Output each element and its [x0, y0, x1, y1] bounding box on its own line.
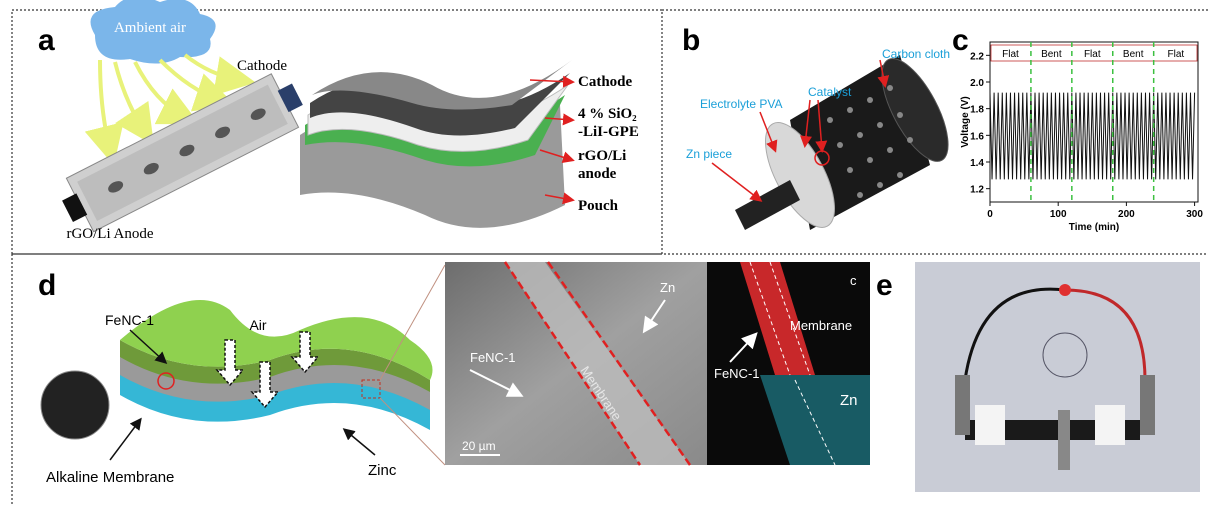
segment-label: Flat — [1084, 49, 1101, 60]
scale-bar-label: 20 µm — [462, 439, 496, 453]
layer-label: Cathode — [578, 74, 633, 90]
y-tick-label: 2.0 — [970, 78, 984, 89]
map-membrane-label: Membrane — [790, 318, 852, 333]
callout-lines — [109, 329, 376, 461]
panel-label: e — [876, 269, 893, 302]
element-map — [707, 261, 870, 466]
x-tick-label: 0 — [987, 209, 993, 220]
sem-image — [445, 261, 707, 466]
voltage-chart: 1.2 1.4 1.6 1.8 2.0 2.2 0 100 200 300 Time (min) Vo… — [960, 41, 1203, 233]
y-tick-label: 1.4 — [970, 158, 984, 169]
layer-label: Pouch — [578, 198, 619, 214]
segment-label: Flat — [1002, 49, 1019, 60]
zn-piece-label: Zn piece — [686, 147, 732, 161]
line — [989, 92, 1196, 180]
cathode-label: Cathode — [237, 58, 287, 74]
y-tick-label: 2.2 — [970, 51, 984, 62]
x-axis-label: Time (min) — [1069, 222, 1119, 233]
y-tick-label: 1.2 — [970, 185, 984, 196]
panel-label: c — [952, 24, 969, 57]
layer-label: 4 % SiO₂ — [578, 106, 637, 122]
panel-label: b — [682, 24, 700, 57]
layer-label: -LiI-GPE — [578, 124, 639, 140]
membrane-label: Alkaline Membrane — [46, 469, 174, 486]
layer-label: anode — [578, 166, 617, 182]
carbon-cloth-label: Carbon cloth — [882, 47, 950, 61]
panel-label: a — [38, 24, 55, 57]
cloud — [90, 0, 216, 64]
zoom-line — [379, 397, 446, 466]
air-label: Air — [249, 317, 266, 333]
x-tick-label: 200 — [1118, 209, 1135, 220]
cloud-label: Ambient air — [114, 20, 186, 36]
layer-arrows — [529, 75, 575, 205]
segment-label: Bent — [1041, 49, 1062, 60]
sem-zn-label: Zn — [660, 280, 675, 295]
air-arrows — [84, 53, 256, 166]
segment-label: Bent — [1123, 49, 1144, 60]
map-fenc-label: FeNC-1 — [714, 366, 760, 381]
callout-lines — [711, 59, 890, 202]
x-tick-label: 100 — [1050, 209, 1067, 220]
panel-frames — [11, 9, 1208, 505]
flexible-battery — [40, 300, 433, 440]
zinc-label: Zinc — [368, 462, 397, 479]
catalyst-label: Catalyst — [808, 85, 852, 99]
y-tick-label: 1.8 — [970, 105, 984, 116]
y-axis-label: Voltage (V) — [960, 96, 971, 147]
panel-label: d — [38, 269, 56, 302]
sem-fenc-label: FeNC-1 — [470, 350, 516, 365]
cable-battery — [735, 55, 949, 230]
y-tick-label: 1.6 — [970, 131, 984, 142]
device-photo — [915, 262, 1200, 492]
x-tick-label: 300 — [1186, 209, 1203, 220]
map-label: c — [850, 273, 857, 288]
exploded-layers — [300, 60, 572, 228]
fenc-label: FeNC-1 — [105, 312, 154, 328]
map-zn-label: Zn — [840, 392, 858, 409]
segment-label: Flat — [1168, 49, 1185, 60]
segment-band — [990, 44, 1198, 62]
pouch-cell — [62, 73, 303, 233]
zoom-line — [379, 264, 446, 381]
electrolyte-label: Electrolyte PVA — [700, 97, 782, 111]
layer-label: rGO/Li — [578, 148, 626, 164]
anode-label: rGO/Li Anode — [66, 226, 153, 242]
